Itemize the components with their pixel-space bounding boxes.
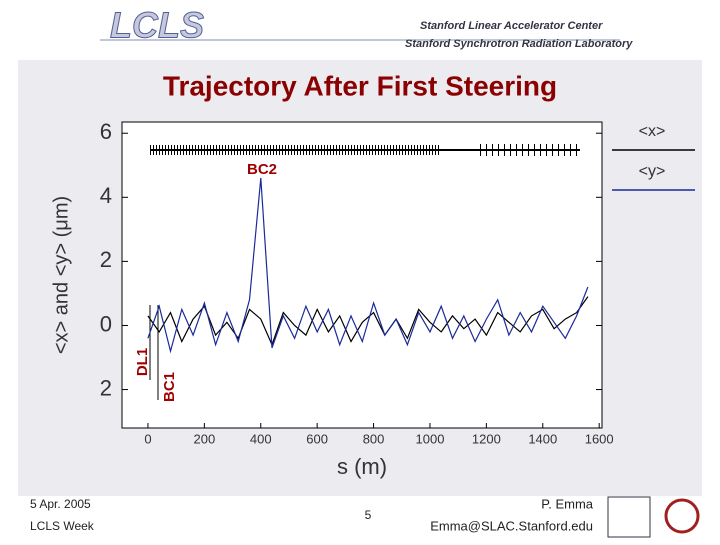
footer-event: LCLS Week	[30, 519, 95, 533]
x-tick-label: 1000	[416, 431, 445, 446]
annotation: BC1	[161, 372, 178, 402]
annotation: DL1	[134, 348, 151, 376]
x-tick-label: 800	[363, 431, 385, 446]
x-tick-label: 600	[306, 431, 328, 446]
x-tick-label: 1200	[472, 431, 501, 446]
y-tick-label: 6	[100, 119, 112, 144]
plot-area	[121, 121, 603, 429]
legend-label: <y>	[639, 163, 666, 180]
x-tick-label: 1600	[585, 431, 614, 446]
y-axis-label: <x> and <y> (μm)	[50, 196, 72, 354]
page-number: 5	[365, 508, 372, 522]
chart-title: Trajectory After First Steering	[163, 70, 557, 101]
x-tick-label: 400	[250, 431, 272, 446]
series-line	[147, 178, 589, 354]
x-axis-label: s (m)	[337, 454, 387, 479]
annotation: BC2	[247, 161, 277, 178]
x-tick-label: 200	[193, 431, 215, 446]
y-tick-label: 2	[100, 247, 112, 272]
y-tick-label: 0	[100, 311, 112, 336]
org-name: Stanford Linear Accelerator Center	[420, 20, 603, 32]
footer-author: P. Emma	[541, 496, 594, 511]
x-tick-label: 1400	[528, 431, 557, 446]
y-tick-label: 4	[100, 183, 112, 208]
footer-email: Emma@SLAC.Stanford.edu	[430, 518, 593, 533]
y-tick-label: 2	[100, 375, 112, 400]
legend-label: <x>	[639, 123, 666, 140]
slac-logo	[607, 496, 651, 538]
logo: LCLS	[110, 5, 204, 46]
ssrl-logo	[664, 498, 700, 534]
footer-date: 5 Apr. 2005	[30, 497, 91, 511]
org-name: Stanford Synchrotron Radiation Laborator…	[405, 38, 633, 50]
x-tick-label: 0	[144, 431, 151, 446]
